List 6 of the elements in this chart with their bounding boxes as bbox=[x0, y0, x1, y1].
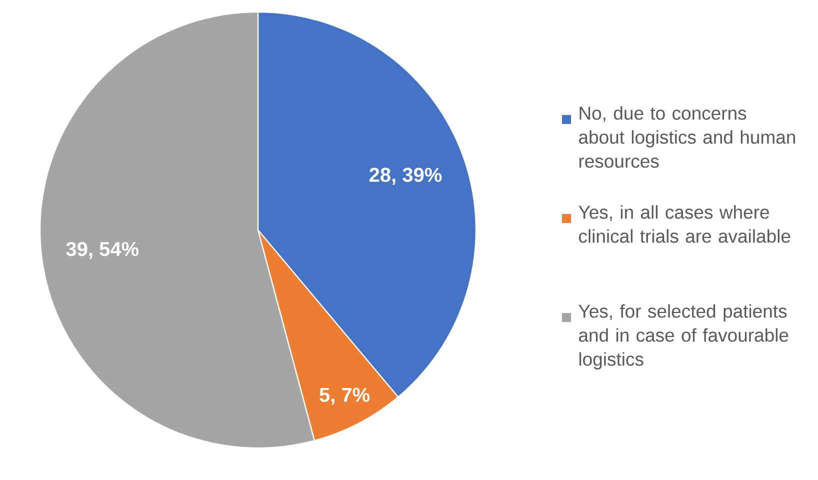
data-label: 28, 39% bbox=[370, 168, 442, 185]
legend-label: Yes, for selected patients and in case of favourable logistics bbox=[578, 304, 788, 370]
legend-label: No, due to concerns about logistics and human resources bbox=[578, 106, 795, 168]
legend-label: Yes, in all cases where clinical trials are available bbox=[578, 205, 790, 243]
data-label: 5, 7% bbox=[320, 388, 370, 405]
data-label: 39, 54% bbox=[66, 242, 139, 260]
